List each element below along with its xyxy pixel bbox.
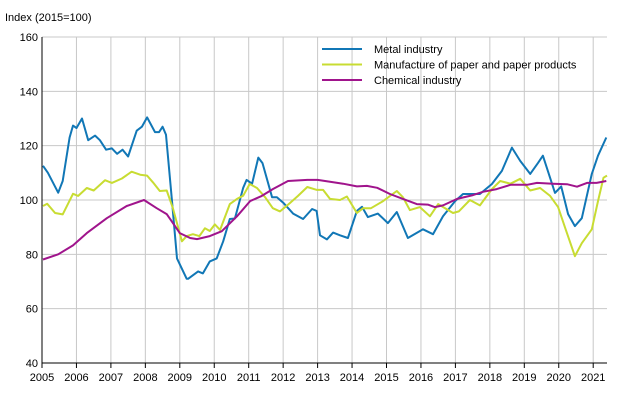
- x-tick-label: 2007: [99, 372, 123, 384]
- x-tick-label: 2021: [581, 372, 605, 384]
- x-tick-label: 2008: [133, 372, 157, 384]
- y-tick-label: 80: [26, 249, 38, 261]
- x-tick-label: 2017: [443, 372, 467, 384]
- legend-label: Manufacture of paper and paper products: [374, 60, 577, 72]
- y-tick-label: 120: [20, 141, 38, 153]
- x-tick-label: 2020: [547, 372, 571, 384]
- series-line-1: [42, 170, 608, 258]
- y-tick-labels: 40 60 80 100 120 140 160: [20, 32, 38, 370]
- grid: [41, 36, 607, 368]
- legend-label: Metal industry: [374, 44, 443, 56]
- legend: Metal industry Manufacture of paper and p…: [322, 44, 577, 87]
- y-tick-label: 60: [26, 304, 38, 316]
- x-tick-label: 2005: [30, 372, 54, 384]
- x-tick-label: 2019: [512, 372, 536, 384]
- x-tick-label: 2018: [478, 372, 502, 384]
- x-tick-label: 2011: [237, 372, 261, 384]
- series-lines: [42, 116, 608, 280]
- x-tick-labels: 2005 2006 2007 2008 2009 2010 2011 2012 2013 2014…: [30, 372, 606, 384]
- x-tick-label: 2006: [64, 372, 88, 384]
- x-tick-label: 2010: [202, 372, 226, 384]
- y-tick-label: 160: [20, 32, 38, 44]
- series-line-2: [42, 178, 607, 261]
- y-tick-label: 140: [20, 86, 38, 98]
- x-tick-label: 2009: [168, 372, 192, 384]
- x-tick-label: 2016: [409, 372, 433, 384]
- x-tick-label: 2015: [374, 372, 398, 384]
- x-tick-label: 2014: [340, 372, 364, 384]
- x-tick-label: 2012: [271, 372, 295, 384]
- y-axis-label: Index (2015=100): [5, 12, 92, 24]
- legend-label: Chemical industry: [374, 75, 462, 87]
- x-tick-label: 2013: [305, 372, 329, 384]
- y-tick-label: 40: [26, 358, 38, 370]
- y-tick-label: 100: [20, 195, 38, 207]
- series-line-0: [42, 116, 608, 280]
